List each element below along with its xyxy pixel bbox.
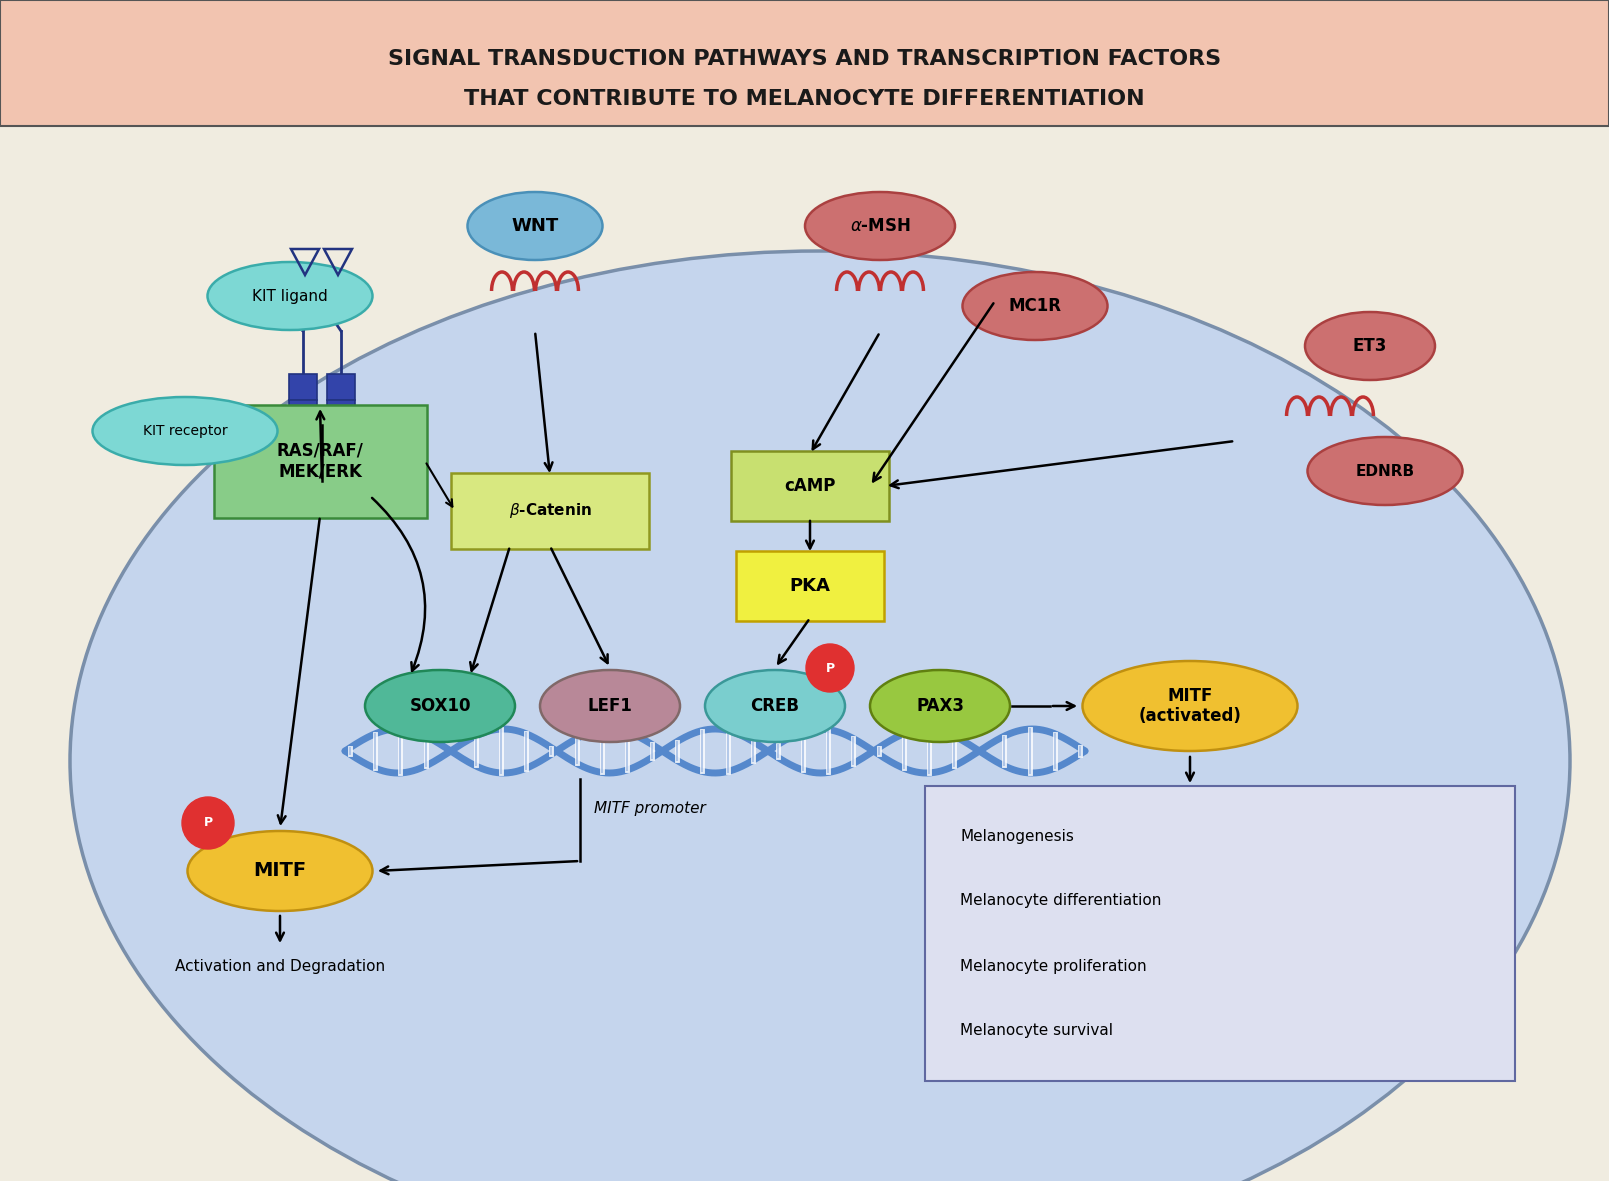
FancyBboxPatch shape	[0, 0, 1609, 126]
Text: $\beta$-Catenin: $\beta$-Catenin	[508, 502, 592, 521]
Text: Activation and Degradation: Activation and Degradation	[175, 959, 385, 973]
Text: MITF: MITF	[254, 861, 307, 881]
Text: Melanogenesis: Melanogenesis	[961, 829, 1073, 843]
FancyBboxPatch shape	[925, 787, 1516, 1081]
Text: MITF
(activated): MITF (activated)	[1139, 686, 1242, 725]
Text: PKA: PKA	[790, 578, 830, 595]
Text: Melanocyte proliferation: Melanocyte proliferation	[961, 959, 1147, 973]
Text: MC1R: MC1R	[1009, 296, 1062, 315]
Ellipse shape	[71, 252, 1570, 1181]
FancyBboxPatch shape	[214, 405, 426, 517]
Ellipse shape	[541, 670, 681, 742]
Text: MITF promoter: MITF promoter	[594, 802, 706, 816]
Ellipse shape	[468, 193, 602, 260]
Ellipse shape	[962, 272, 1107, 340]
Text: PAX3: PAX3	[916, 697, 964, 715]
Ellipse shape	[804, 193, 956, 260]
FancyBboxPatch shape	[451, 474, 648, 549]
Text: SIGNAL TRANSDUCTION PATHWAYS AND TRANSCRIPTION FACTORS: SIGNAL TRANSDUCTION PATHWAYS AND TRANSCR…	[388, 48, 1221, 68]
Ellipse shape	[705, 670, 845, 742]
Ellipse shape	[188, 831, 373, 911]
Ellipse shape	[1305, 312, 1435, 380]
FancyBboxPatch shape	[327, 400, 356, 426]
Text: LEF1: LEF1	[587, 697, 632, 715]
FancyBboxPatch shape	[327, 374, 356, 400]
Text: KIT receptor: KIT receptor	[143, 424, 227, 438]
Text: CREB: CREB	[750, 697, 800, 715]
Text: ET3: ET3	[1353, 337, 1387, 355]
FancyBboxPatch shape	[290, 374, 317, 400]
Text: EDNRB: EDNRB	[1355, 463, 1414, 478]
Ellipse shape	[1308, 437, 1463, 505]
FancyBboxPatch shape	[730, 451, 890, 521]
Text: Melanocyte differentiation: Melanocyte differentiation	[961, 894, 1162, 908]
FancyBboxPatch shape	[735, 552, 883, 621]
Circle shape	[182, 797, 233, 849]
Ellipse shape	[365, 670, 515, 742]
Text: P: P	[203, 816, 212, 829]
Ellipse shape	[92, 397, 277, 465]
Text: WNT: WNT	[512, 217, 558, 235]
Circle shape	[806, 644, 854, 692]
Text: KIT ligand: KIT ligand	[253, 288, 328, 304]
Text: P: P	[825, 661, 835, 674]
Text: RAS/RAF/
MEK/ERK: RAS/RAF/ MEK/ERK	[277, 442, 364, 481]
Text: $\alpha$-MSH: $\alpha$-MSH	[850, 217, 911, 235]
Ellipse shape	[1083, 661, 1297, 751]
Ellipse shape	[208, 262, 373, 329]
Text: cAMP: cAMP	[784, 477, 835, 495]
Ellipse shape	[870, 670, 1010, 742]
Text: Melanocyte survival: Melanocyte survival	[961, 1024, 1113, 1038]
Text: THAT CONTRIBUTE TO MELANOCYTE DIFFERENTIATION: THAT CONTRIBUTE TO MELANOCYTE DIFFERENTI…	[463, 89, 1146, 109]
FancyBboxPatch shape	[290, 400, 317, 426]
Text: SOX10: SOX10	[409, 697, 471, 715]
